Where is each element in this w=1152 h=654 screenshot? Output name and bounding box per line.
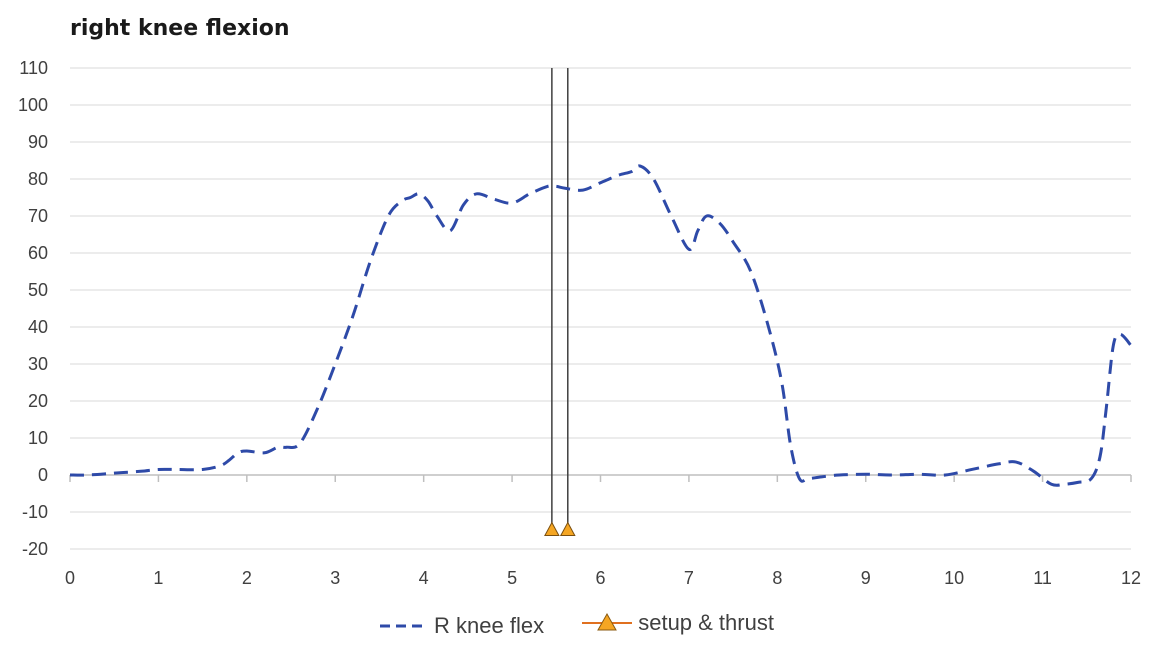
y-tick-label: 30 bbox=[28, 354, 48, 374]
y-tick-label: 20 bbox=[28, 391, 48, 411]
r-knee-flex-line bbox=[69, 164, 1133, 487]
setup-thrust-marker bbox=[544, 521, 560, 536]
setup-thrust-marker bbox=[559, 521, 576, 536]
triangle-marker-icon bbox=[582, 613, 633, 631]
legend-label-r-knee-flex: R knee flex bbox=[434, 613, 545, 638]
x-tick-label: 4 bbox=[419, 568, 429, 588]
setup-thrust-markers bbox=[544, 521, 576, 536]
y-tick-label: 80 bbox=[28, 169, 48, 189]
legend-item-r-knee-flex: R knee flex bbox=[378, 613, 544, 639]
y-tick-label: 70 bbox=[28, 206, 48, 226]
legend: R knee flex setup & thrust bbox=[0, 610, 1152, 639]
x-tick-label: 9 bbox=[861, 568, 871, 588]
axes bbox=[69, 474, 1132, 482]
y-tick-labels: -20 -10 0 10 20 30 40 50 60 70 80 90 100 110 bbox=[18, 58, 48, 559]
x-tick-label: 5 bbox=[507, 568, 517, 588]
y-tick-label: -20 bbox=[22, 539, 48, 559]
x-tick-label: 0 bbox=[65, 568, 75, 588]
x-tick-label: 10 bbox=[944, 568, 964, 588]
x-tick-label: 6 bbox=[595, 568, 605, 588]
y-tick-label: 0 bbox=[38, 465, 48, 485]
x-tick-label: 3 bbox=[330, 568, 340, 588]
legend-label-setup-thrust: setup & thrust bbox=[638, 610, 774, 635]
y-tick-label: 50 bbox=[28, 280, 48, 300]
y-tick-label: 40 bbox=[28, 317, 48, 337]
x-tick-label: 7 bbox=[684, 568, 694, 588]
y-tick-label: 90 bbox=[28, 132, 48, 152]
x-tick-label: 8 bbox=[772, 568, 782, 588]
x-tick-labels: 0 1 2 3 4 5 6 7 8 9 10 11 12 bbox=[65, 568, 1141, 588]
gridlines bbox=[70, 67, 1131, 550]
y-tick-label: -10 bbox=[22, 502, 48, 522]
x-tick-label: 1 bbox=[153, 568, 163, 588]
x-tick-label: 2 bbox=[242, 568, 252, 588]
legend-item-setup-thrust: setup & thrust bbox=[582, 610, 774, 636]
y-tick-label: 10 bbox=[28, 428, 48, 448]
series bbox=[69, 164, 1133, 487]
y-tick-label: 100 bbox=[18, 95, 48, 115]
x-tick-label: 12 bbox=[1121, 568, 1141, 588]
x-tick-label: 11 bbox=[1033, 568, 1052, 588]
chart-title: right knee flexion bbox=[70, 16, 290, 41]
y-tick-label: 110 bbox=[19, 58, 48, 78]
y-tick-label: 60 bbox=[28, 243, 48, 263]
vertical-markers bbox=[551, 68, 569, 531]
dashed-line-icon bbox=[380, 624, 427, 628]
